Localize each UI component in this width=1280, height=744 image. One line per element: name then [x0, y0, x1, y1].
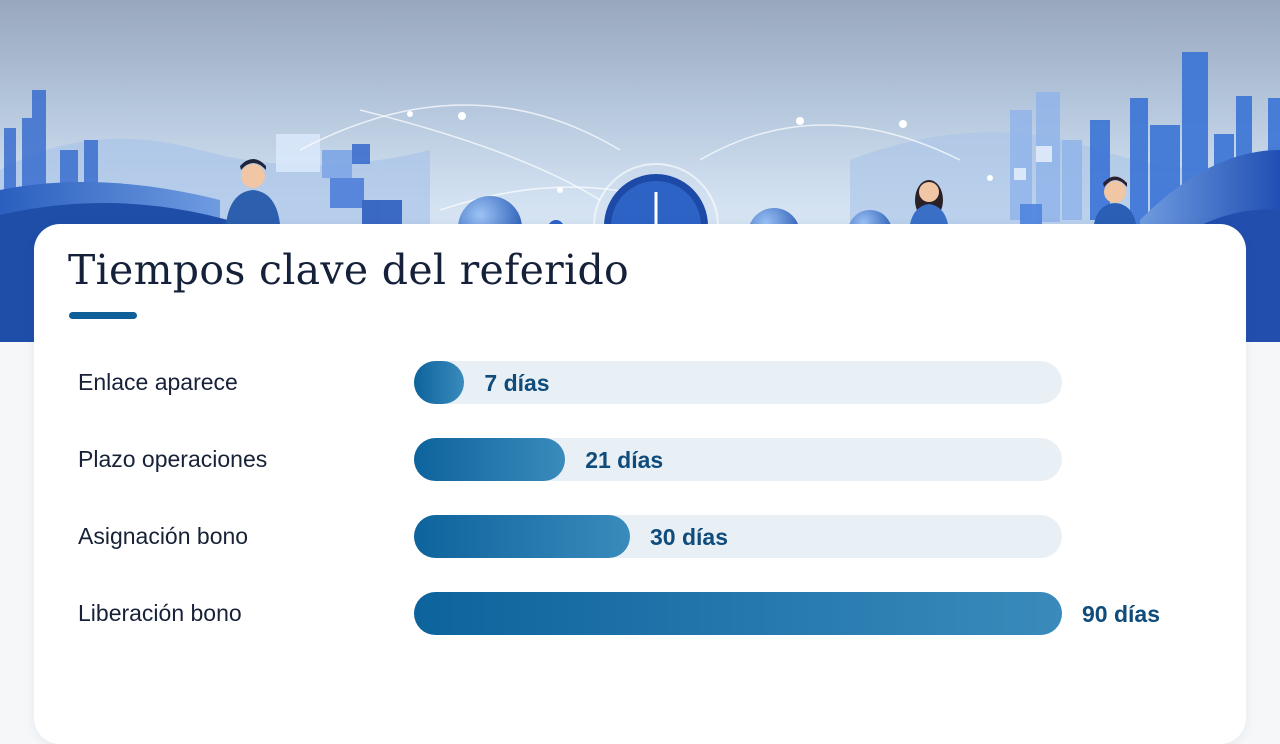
- chart-title: Tiempos clave del referido: [68, 246, 629, 294]
- title-accent-line: [69, 312, 137, 319]
- bar-category-label: Plazo operaciones: [78, 446, 268, 472]
- bar-value-label: 7 días: [484, 370, 550, 396]
- bar-category-label: Asignación bono: [78, 523, 249, 549]
- bar-category-label: Enlace aparece: [78, 369, 238, 395]
- bar-value-label: 21 días: [585, 447, 664, 473]
- bar: [414, 361, 465, 404]
- chart-card: [34, 224, 1246, 744]
- bar-track: [414, 361, 1062, 404]
- bar: [414, 515, 630, 558]
- bar: [414, 592, 1062, 635]
- bar-value-label: 90 días: [1082, 601, 1160, 627]
- bar-value-label: 30 días: [650, 524, 728, 550]
- bar-category-label: Liberación bono: [78, 600, 242, 626]
- bar: [414, 438, 566, 481]
